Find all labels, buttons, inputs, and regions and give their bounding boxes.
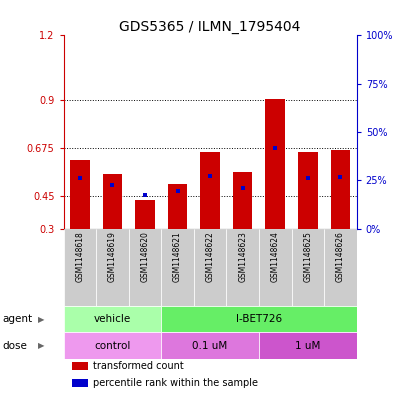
Bar xyxy=(63,306,161,332)
Text: I-BET726: I-BET726 xyxy=(235,314,281,324)
Text: GSM1148625: GSM1148625 xyxy=(303,231,312,282)
Text: agent: agent xyxy=(2,314,32,324)
Bar xyxy=(193,229,226,306)
Text: GSM1148622: GSM1148622 xyxy=(205,231,214,282)
Text: GSM1148618: GSM1148618 xyxy=(75,231,84,282)
Bar xyxy=(96,229,128,306)
Text: 0.1 uM: 0.1 uM xyxy=(192,341,227,351)
Title: GDS5365 / ILMN_1795404: GDS5365 / ILMN_1795404 xyxy=(119,20,300,34)
Bar xyxy=(63,229,96,306)
Bar xyxy=(200,152,219,229)
Bar xyxy=(324,229,356,306)
Bar xyxy=(297,152,317,229)
Bar xyxy=(330,150,349,229)
Text: vehicle: vehicle xyxy=(94,314,131,324)
Text: GSM1148621: GSM1148621 xyxy=(173,231,182,282)
Text: GSM1148619: GSM1148619 xyxy=(108,231,117,282)
Text: ▶: ▶ xyxy=(38,341,44,350)
Bar xyxy=(226,229,258,306)
Text: GSM1148626: GSM1148626 xyxy=(335,231,344,282)
Bar xyxy=(161,332,258,359)
Text: transformed count: transformed count xyxy=(92,361,183,371)
Text: dose: dose xyxy=(2,341,27,351)
Bar xyxy=(161,306,356,332)
Bar xyxy=(72,378,88,387)
Bar xyxy=(167,184,187,229)
Bar xyxy=(102,174,122,229)
Bar xyxy=(258,332,356,359)
Bar xyxy=(70,160,90,229)
Bar xyxy=(72,362,88,370)
Bar xyxy=(232,172,252,229)
Text: control: control xyxy=(94,341,130,351)
Bar xyxy=(161,229,193,306)
Bar xyxy=(135,200,154,229)
Text: GSM1148623: GSM1148623 xyxy=(238,231,247,282)
Bar xyxy=(265,99,284,229)
Text: 1 uM: 1 uM xyxy=(294,341,320,351)
Bar xyxy=(291,229,324,306)
Text: GSM1148624: GSM1148624 xyxy=(270,231,279,282)
Text: ▶: ▶ xyxy=(38,315,44,324)
Bar xyxy=(128,229,161,306)
Text: percentile rank within the sample: percentile rank within the sample xyxy=(92,378,257,388)
Text: GSM1148620: GSM1148620 xyxy=(140,231,149,282)
Bar xyxy=(63,332,161,359)
Bar xyxy=(258,229,291,306)
